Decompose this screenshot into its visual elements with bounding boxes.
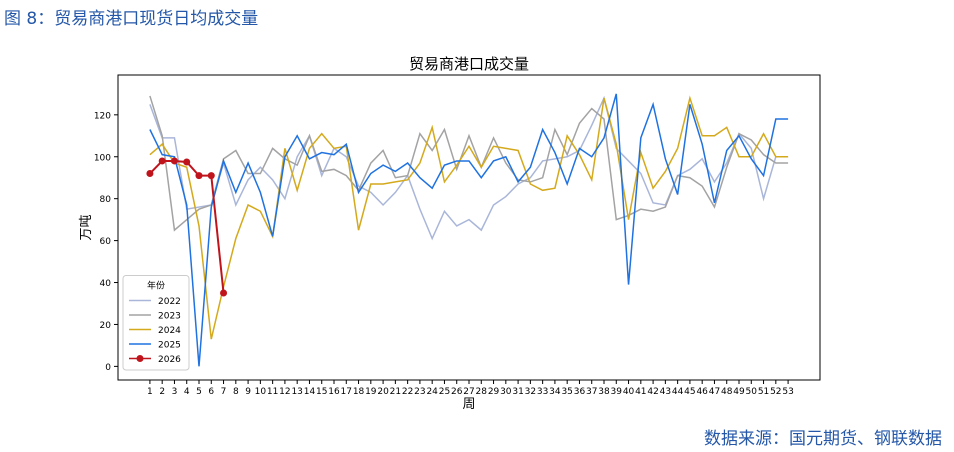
y-tick-label: 60 — [100, 237, 112, 247]
x-tick-label: 19 — [365, 387, 377, 397]
x-tick-label: 10 — [255, 387, 267, 397]
x-tick-label: 31 — [512, 387, 523, 397]
x-tick-label: 4 — [184, 387, 190, 397]
figure-title: 图 8：贸易商港口现货日均成交量 — [4, 9, 259, 29]
y-axis-label: 万吨 — [79, 214, 94, 240]
x-tick-label: 16 — [328, 387, 340, 397]
series-marker — [195, 172, 203, 180]
x-tick-label: 32 — [525, 387, 536, 397]
x-tick-label: 39 — [611, 387, 623, 397]
x-tick-label: 29 — [488, 387, 500, 397]
x-tick-label: 3 — [172, 387, 178, 397]
x-tick-label: 1 — [147, 387, 153, 397]
x-tick-label: 20 — [377, 387, 389, 397]
y-tick-label: 20 — [100, 321, 112, 331]
x-tick-label: 15 — [316, 387, 327, 397]
x-tick-label: 6 — [208, 387, 214, 397]
x-tick-label: 9 — [245, 387, 251, 397]
legend-marker — [136, 355, 144, 362]
legend-title: 年份 — [147, 280, 165, 292]
legend-label: 2026 — [158, 355, 181, 365]
x-tick-label: 49 — [733, 387, 745, 397]
legend-label: 2025 — [158, 341, 181, 351]
source-note: 数据来源：国元期货、钢联数据 — [704, 429, 942, 449]
series-marker — [170, 157, 178, 165]
legend-label: 2023 — [158, 312, 181, 322]
x-tick-label: 17 — [341, 387, 352, 397]
x-tick-label: 42 — [647, 387, 658, 397]
x-tick-label: 50 — [746, 387, 758, 397]
x-tick-label: 48 — [721, 387, 733, 397]
x-tick-label: 33 — [537, 387, 548, 397]
chart-title: 贸易商港口成交量 — [409, 55, 529, 73]
x-tick-label: 51 — [758, 387, 769, 397]
series-line — [149, 95, 789, 232]
x-tick-label: 21 — [390, 387, 401, 397]
x-tick-label: 2 — [159, 387, 165, 397]
series-marker — [146, 170, 154, 178]
legend-label: 2022 — [158, 297, 181, 307]
plot-frame — [117, 74, 821, 381]
x-tick-label: 18 — [353, 387, 365, 397]
y-tick-label: 100 — [94, 153, 111, 163]
x-tick-label: 14 — [304, 387, 316, 397]
series-marker — [183, 158, 191, 166]
x-tick-label: 22 — [402, 387, 413, 397]
x-tick-label: 36 — [574, 387, 586, 397]
x-tick-label: 8 — [233, 387, 239, 397]
x-tick-label: 27 — [463, 387, 474, 397]
series-marker — [220, 289, 228, 297]
series-line — [149, 95, 789, 241]
x-tick-label: 47 — [709, 387, 720, 397]
y-tick-label: 120 — [94, 111, 111, 121]
legend-label: 2024 — [158, 326, 181, 336]
x-tick-label: 44 — [672, 387, 684, 397]
legend: 年份 2022 2023 2024 2025 2026 — [122, 275, 190, 371]
x-tick-label: 5 — [196, 387, 202, 397]
legend-box — [122, 275, 190, 371]
y-tick-label: 80 — [100, 195, 112, 205]
x-tick-label: 13 — [291, 387, 302, 397]
y-tick-label: 0 — [105, 363, 111, 373]
x-tick-label: 52 — [770, 387, 781, 397]
y-tick-label: 40 — [100, 279, 112, 289]
x-tick-label: 53 — [782, 387, 793, 397]
x-tick-label: 34 — [549, 387, 561, 397]
x-tick-label: 40 — [623, 387, 635, 397]
series-line — [149, 159, 225, 294]
series-line — [149, 93, 789, 367]
x-tick-label: 46 — [696, 387, 708, 397]
x-tick-label: 12 — [279, 387, 290, 397]
x-tick-label: 7 — [221, 387, 227, 397]
x-tick-label: 30 — [500, 387, 512, 397]
x-tick-label: 26 — [451, 387, 463, 397]
x-tick-label: 25 — [439, 387, 450, 397]
x-tick-label: 11 — [267, 387, 278, 397]
series-marker — [207, 172, 215, 180]
x-axis-label: 周 — [462, 397, 475, 412]
x-tick-label: 41 — [635, 387, 646, 397]
x-tick-label: 38 — [598, 387, 610, 397]
x-tick-label: 28 — [476, 387, 488, 397]
x-tick-label: 23 — [414, 387, 425, 397]
x-tick-label: 35 — [561, 387, 572, 397]
x-tick-label: 45 — [684, 387, 695, 397]
x-tick-label: 43 — [660, 387, 671, 397]
series-line — [149, 95, 789, 340]
x-tick-label: 37 — [586, 387, 597, 397]
series-marker — [158, 157, 166, 165]
x-tick-label: 24 — [426, 387, 438, 397]
